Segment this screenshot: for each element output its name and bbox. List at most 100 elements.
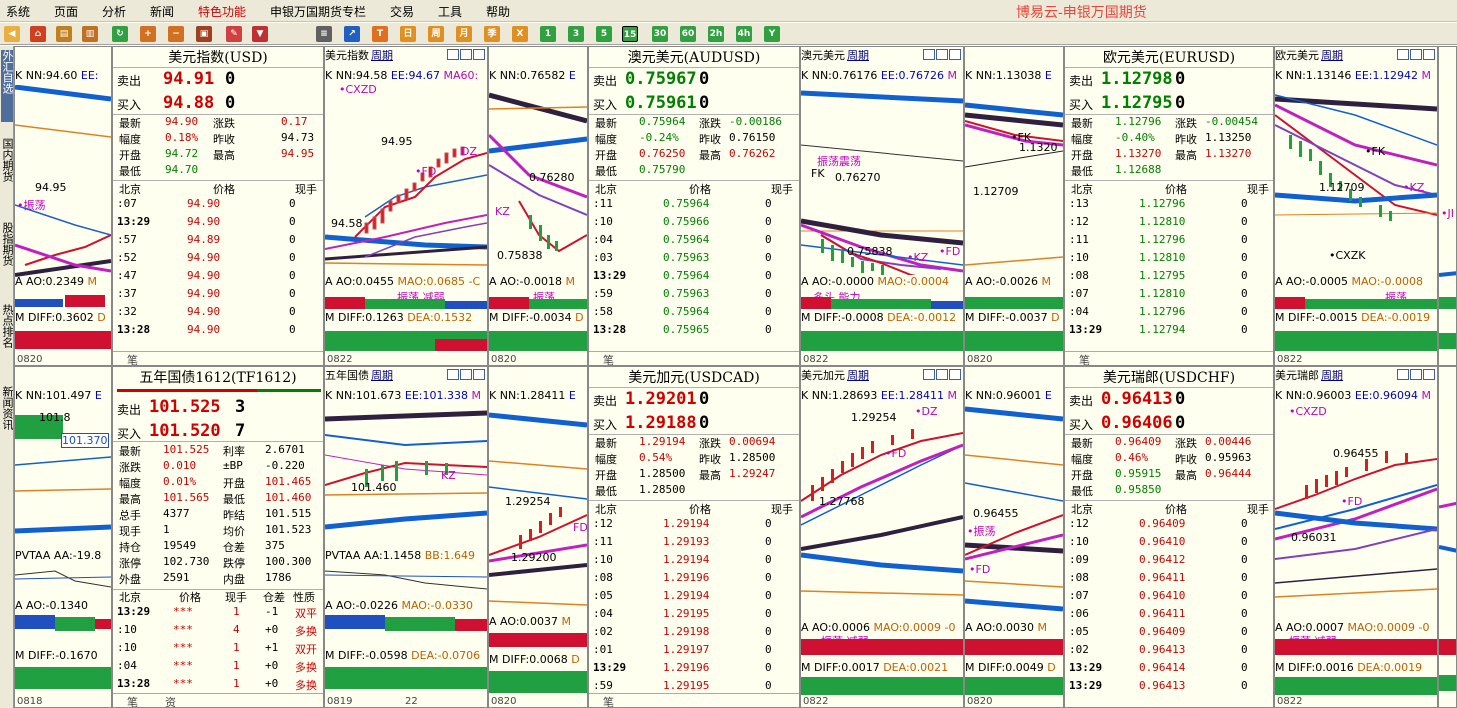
max-icon[interactable] xyxy=(949,369,961,380)
home-icon[interactable]: ⌂ xyxy=(30,26,46,42)
zoom-in-icon[interactable]: + xyxy=(140,26,156,42)
menu-help[interactable]: 帮助 xyxy=(486,5,511,19)
footer-tab[interactable]: 笔 xyxy=(127,354,138,366)
tf-5-button[interactable]: 5 xyxy=(596,26,612,42)
tick-icon[interactable]: T xyxy=(372,26,388,42)
refresh-icon[interactable]: ↻ xyxy=(112,26,128,42)
usd-mini-chart[interactable]: K NN:94.60 EE: 94.95 •振荡 A AO:0.2349 M M… xyxy=(14,46,112,366)
prev-icon[interactable] xyxy=(447,369,459,380)
chf-mini-chart[interactable]: K NN:0.96001 E 0.96455 •振荡 •FD A AO:0.00… xyxy=(964,366,1064,708)
back-icon[interactable]: ◀ xyxy=(4,26,20,42)
max-icon[interactable] xyxy=(949,49,961,60)
side-tab-forex[interactable]: 外汇自选 xyxy=(1,50,14,122)
side-tab-hot[interactable]: 热点排名 xyxy=(1,304,14,348)
menu-system[interactable]: 系统 xyxy=(6,5,31,19)
sell-price[interactable]: 0.75967 xyxy=(625,69,697,89)
tf-2h-icon[interactable]: 2h xyxy=(708,26,724,42)
next-chart-partial[interactable]: •JI xyxy=(1438,46,1457,366)
max-icon[interactable] xyxy=(473,49,485,60)
menu-news[interactable]: 新闻 xyxy=(150,5,175,19)
multi-icon[interactable]: X xyxy=(512,26,528,42)
period-link[interactable]: 周期 xyxy=(371,49,393,62)
tf-y-icon[interactable]: Y xyxy=(764,26,780,42)
tf-30-button[interactable]: 30 xyxy=(652,26,668,42)
page-icon[interactable]: ▥ xyxy=(82,26,98,42)
buy-price[interactable]: 0.96406 xyxy=(1101,413,1173,433)
tf-1-button[interactable]: 1 xyxy=(540,26,556,42)
cad-chart[interactable]: 美元加元 周期 K NN:1.28693 EE:1.28411 M 1.29254… xyxy=(800,366,964,708)
next-icon[interactable] xyxy=(936,369,948,380)
period-link[interactable]: 周期 xyxy=(1321,369,1343,382)
period-link[interactable]: 周期 xyxy=(371,369,393,382)
period-link[interactable]: 周期 xyxy=(847,369,869,382)
aud-chart[interactable]: 澳元美元 周期 K NN:0.76176 EE:0.76726 M 振荡震荡 FK… xyxy=(800,46,964,366)
tick-row: :11 1.29193 0 xyxy=(589,535,799,553)
max-icon[interactable] xyxy=(473,369,485,380)
next-icon[interactable] xyxy=(1410,49,1422,60)
eur-chart[interactable]: 欧元美元 周期 K NN:1.13146 EE:1.12942 M •FK 1.1… xyxy=(1274,46,1438,366)
filter-icon[interactable]: ▼ xyxy=(252,26,268,42)
ee-value: EE:1.28411 xyxy=(880,389,944,402)
tf-4h-icon[interactable]: 4h xyxy=(736,26,752,42)
buy-price[interactable]: 94.88 xyxy=(163,93,215,113)
next-icon[interactable] xyxy=(460,369,472,380)
zoom-out-icon[interactable]: − xyxy=(168,26,184,42)
buy-price[interactable]: 1.12795 xyxy=(1101,93,1173,113)
prev-icon[interactable] xyxy=(447,49,459,60)
menu-column[interactable]: 申银万国期货专栏 xyxy=(270,5,367,19)
eur-mini-chart[interactable]: K NN:1.13038 E •FK 1.1320 1.12709 A AO:-… xyxy=(964,46,1064,366)
chart-icon[interactable]: ↗ xyxy=(344,26,360,42)
sell-price[interactable]: 101.525 xyxy=(149,397,221,417)
sell-price[interactable]: 94.91 xyxy=(163,69,215,89)
tf-chart[interactable]: 五年国债 周期 K NN:101.673 EE:101.338 M 101.460… xyxy=(324,366,488,708)
pen-icon[interactable]: ✎ xyxy=(226,26,242,42)
tf-60-button[interactable]: 60 xyxy=(680,26,696,42)
next-icon[interactable] xyxy=(460,49,472,60)
month-icon[interactable]: 月 xyxy=(456,26,472,42)
cad-mini-chart[interactable]: K NN:1.28411 E 1.29254 FD 1.29200 A AO:0… xyxy=(488,366,588,708)
menu-special[interactable]: 特色功能 xyxy=(198,5,247,19)
max-icon[interactable] xyxy=(1423,49,1435,60)
menu-tools[interactable]: 工具 xyxy=(438,5,463,19)
next-chart-partial-2[interactable] xyxy=(1438,366,1457,708)
book-icon[interactable]: ▤ xyxy=(56,26,72,42)
tf-mini-chart[interactable]: K NN:101.497 E 101.8 101.370 PVTAA AA:-1… xyxy=(14,366,112,708)
next-icon[interactable] xyxy=(1410,369,1422,380)
period-link[interactable]: 周期 xyxy=(1321,49,1343,62)
tf-3-button[interactable]: 3 xyxy=(568,26,584,42)
side-tab-domestic[interactable]: 国内期货 xyxy=(1,138,14,182)
season-icon[interactable]: 季 xyxy=(484,26,500,42)
stat-label: 开盘 xyxy=(1071,469,1093,482)
sell-price[interactable]: 1.29201 xyxy=(625,389,697,409)
menu-page[interactable]: 页面 xyxy=(54,5,79,19)
period-link[interactable]: 周期 xyxy=(847,49,869,62)
side-tab-news[interactable]: 新闻资讯 xyxy=(1,386,14,430)
max-icon[interactable] xyxy=(1423,369,1435,380)
footer-tab[interactable]: 笔 xyxy=(603,354,614,366)
footer-tab[interactable]: 笔 xyxy=(603,696,614,708)
week-icon[interactable]: 周 xyxy=(428,26,444,42)
prev-icon[interactable] xyxy=(923,369,935,380)
prev-icon[interactable] xyxy=(1397,49,1409,60)
chf-chart[interactable]: 美元瑞郎 周期 K NN:0.96003 EE:0.96094 M •CXZD 0… xyxy=(1274,366,1438,708)
tf-15-button[interactable]: 15 xyxy=(622,26,638,42)
window-icon[interactable]: ▣ xyxy=(196,26,212,42)
menu-analysis[interactable]: 分析 xyxy=(102,5,127,19)
footer-tab-funds[interactable]: 资 xyxy=(165,696,176,708)
usd-chart[interactable]: 美元指数 周期 K NN:94.58 EE:94.67 MA60: •CXZD 9… xyxy=(324,46,488,366)
sell-price[interactable]: 0.96413 xyxy=(1101,389,1173,409)
footer-tab[interactable]: 笔 xyxy=(1079,354,1090,366)
day-icon[interactable]: 日 xyxy=(400,26,416,42)
next-icon[interactable] xyxy=(936,49,948,60)
prev-icon[interactable] xyxy=(1397,369,1409,380)
footer-tab-trades[interactable]: 笔 xyxy=(127,696,138,708)
aud-mini-chart[interactable]: K NN:0.76582 E 0.76280 KZ 0.75838 A AO:-… xyxy=(488,46,588,366)
buy-price[interactable]: 0.75961 xyxy=(625,93,697,113)
menu-trade[interactable]: 交易 xyxy=(390,5,415,19)
sell-price[interactable]: 1.12798 xyxy=(1101,69,1173,89)
prev-icon[interactable] xyxy=(923,49,935,60)
buy-price[interactable]: 101.520 xyxy=(149,421,221,441)
list-icon[interactable]: ≡ xyxy=(316,26,332,42)
side-tab-index[interactable]: 股指期货 xyxy=(1,222,14,266)
buy-price[interactable]: 1.29188 xyxy=(625,413,697,433)
